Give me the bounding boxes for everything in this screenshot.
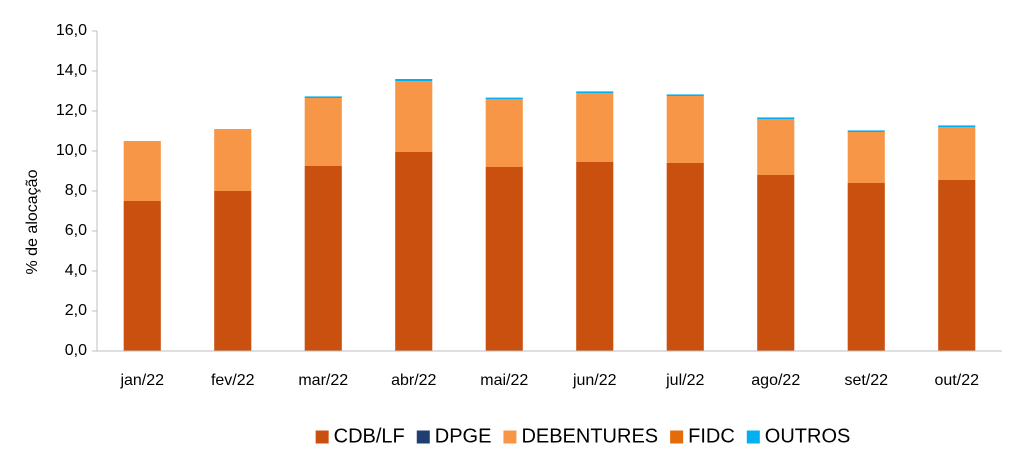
bar-segment-outros-out-22 [938,125,976,127]
bar-segment-cdb-lf-mar-22 [304,166,342,351]
legend-label-debentures: DEBENTURES [521,425,658,447]
legend-swatch-cdb-lf [315,430,329,444]
y-tick-label: 6,0 [65,222,87,239]
x-tick-label: ago/22 [751,372,800,389]
plot-area [123,79,976,351]
legend-swatch-dpge [416,430,430,444]
bar-segment-outros-mar-22 [304,96,342,98]
x-tick-label: jan/22 [119,372,164,389]
bar-segment-cdb-lf-jun-22 [576,162,614,351]
bar-segment-debentures-mai-22 [485,99,523,167]
x-tick-label: fev/22 [211,372,255,389]
bar-segment-cdb-lf-mai-22 [485,167,523,351]
legend-swatch-debentures [503,430,517,444]
legend-label-dpge: DPGE [435,425,492,447]
bar-segment-debentures-abr-22 [395,81,433,152]
bar-segment-outros-ago-22 [757,117,795,119]
bar-segment-cdb-lf-jul-22 [666,163,704,351]
y-tick-label: 16,0 [56,22,87,39]
x-tick-label: abr/22 [391,372,436,389]
x-axis: jan/22 fev/22 mar/22 abr/22 mai/22 jun/22 jul/… [97,350,1002,389]
bar-segment-cdb-lf-jan-22 [123,201,161,351]
y-tick-label: 0,0 [65,342,87,359]
bar-segment-debentures-fev-22 [214,129,252,191]
bar-segment-debentures-jun-22 [576,93,614,162]
bar-segment-cdb-lf-fev-22 [214,191,252,351]
y-tick-label: 4,0 [65,262,87,279]
bar-segment-outros-mai-22 [485,97,523,99]
legend-label-cdb-lf: CDB/LF [334,425,405,447]
legend-label-fidc: FIDC [688,425,735,447]
bar-segment-outros-jul-22 [666,94,704,96]
y-tick-label: 8,0 [65,182,87,199]
bar-segment-debentures-out-22 [938,127,976,180]
bar-segment-debentures-mar-22 [304,98,342,166]
x-tick-label: set/22 [844,372,888,389]
bar-segment-outros-jun-22 [576,91,614,93]
legend-swatch-outros [746,430,760,444]
bar-segment-debentures-jul-22 [666,96,704,163]
bar-segment-debentures-set-22 [847,132,885,183]
y-axis: 0,0 2,0 4,0 6,0 8,0 10,0 12,0 14,0 16,0 [56,22,98,359]
y-tick-label: 14,0 [56,62,87,79]
y-tick-label: 10,0 [56,142,87,159]
y-tick-label: 2,0 [65,302,87,319]
legend-swatch-fidc [670,430,684,444]
y-axis-title: % de alocação [24,169,41,274]
x-tick-label: mai/22 [480,372,528,389]
bar-segment-cdb-lf-abr-22 [395,152,433,351]
x-tick-label: jun/22 [572,372,617,389]
bar-segment-cdb-lf-out-22 [938,180,976,351]
y-tick-label: 12,0 [56,102,87,119]
x-tick-label: out/22 [935,372,980,389]
bar-segment-debentures-ago-22 [757,119,795,175]
bar-segment-cdb-lf-set-22 [847,183,885,351]
bar-segment-outros-set-22 [847,130,885,132]
x-tick-label: mar/22 [298,372,348,389]
bar-segment-debentures-jan-22 [123,141,161,201]
bar-segment-cdb-lf-ago-22 [757,175,795,351]
bar-segment-outros-abr-22 [395,79,433,81]
legend: CDB/LF DPGE DEBENTURES FIDC OUTROS [315,425,851,447]
legend-label-outros: OUTROS [765,425,851,447]
x-tick-label: jul/22 [665,372,704,389]
